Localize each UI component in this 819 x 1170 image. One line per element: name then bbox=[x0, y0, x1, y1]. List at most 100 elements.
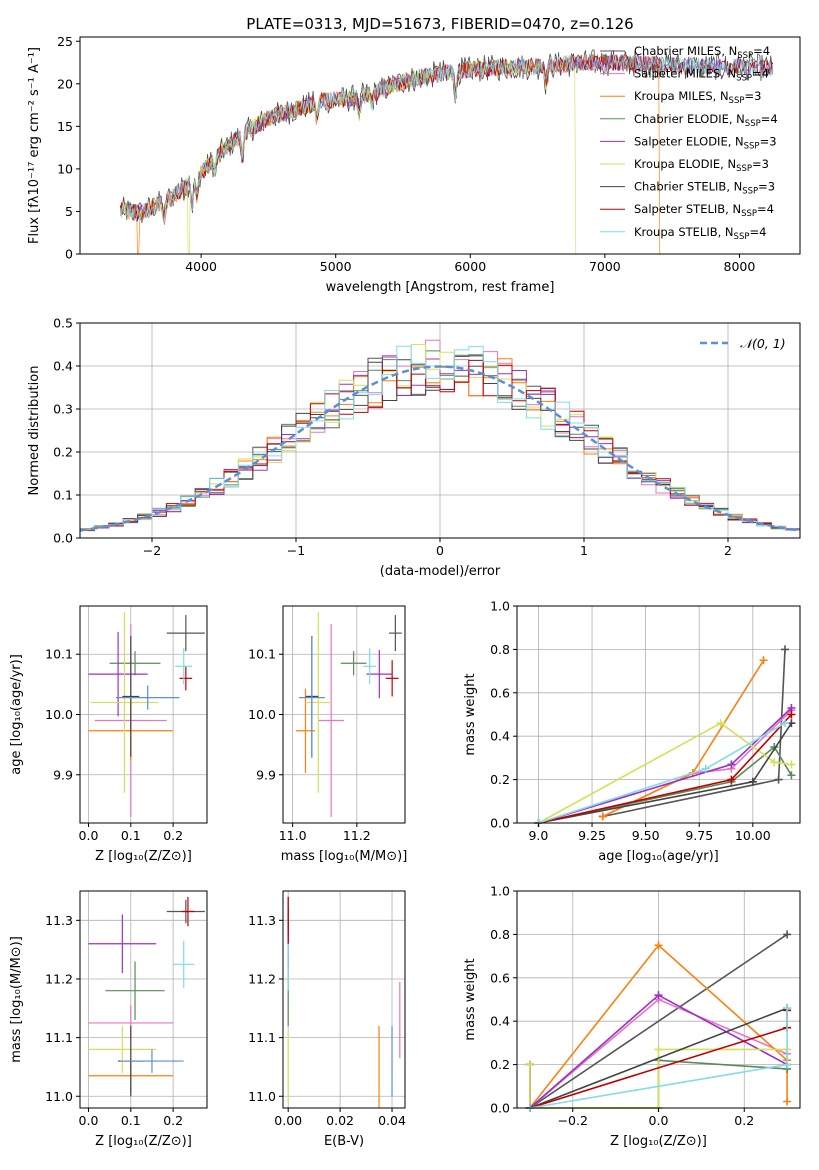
y-tick-label: 0.1 bbox=[53, 488, 73, 503]
x-tick-label: 11.0 bbox=[279, 828, 307, 843]
y-tick-label: 20 bbox=[57, 76, 73, 91]
y-tick-label: 10.0 bbox=[45, 707, 73, 722]
series-marker bbox=[780, 645, 789, 654]
y-tick-label: 0.0 bbox=[53, 531, 73, 546]
y-tick-label: 10.1 bbox=[45, 647, 73, 662]
errorbar-point bbox=[88, 631, 148, 717]
series-marker bbox=[748, 777, 757, 786]
x-axis-label: Z [log₁₀(Z/Z⊙)] bbox=[95, 849, 192, 864]
y-tick-label: 0.4 bbox=[490, 729, 510, 744]
chart-mass-vs-ebv: 0.00 0.02 0.04 11.0 11.1 11.2 11.3 E(B-V) bbox=[248, 890, 406, 1149]
y-tick-label: 0.8 bbox=[490, 642, 510, 657]
x-axis-label: wavelength [Angstrom, rest frame] bbox=[326, 280, 555, 295]
y-tick-label: 1.0 bbox=[490, 599, 510, 614]
histogram-step bbox=[79, 345, 800, 538]
y-tick-label: 11.1 bbox=[45, 1030, 73, 1045]
y-tick-label: 0.2 bbox=[490, 772, 510, 787]
spectrum-line bbox=[120, 55, 577, 255]
legend-entry: Salpeter STELIB, NSSP=4 bbox=[634, 202, 774, 219]
series-path bbox=[602, 649, 786, 818]
legend-entry: Salpeter ELODIE, NSSP=3 bbox=[634, 134, 777, 151]
series-marker bbox=[783, 930, 792, 939]
x-tick-label: −0.2 bbox=[558, 1113, 588, 1128]
x-tick-label: 9.50 bbox=[632, 828, 660, 843]
gaussian-curve bbox=[79, 365, 801, 532]
errorbar-point bbox=[363, 648, 377, 685]
series-marker bbox=[654, 1045, 663, 1054]
legend-entry: 𝒩(0, 1) bbox=[740, 336, 786, 351]
y-tick-label: 10.0 bbox=[248, 707, 276, 722]
series-marker bbox=[716, 719, 725, 728]
spectrum-line bbox=[120, 54, 661, 226]
x-tick-label: 7000 bbox=[589, 259, 621, 274]
chart-massweight-vs-z: −0.2 0.0 0.2 0.0 0.2 0.4 0.6 0.8 1.0 Z [log₁₀(Z/Z… bbox=[463, 884, 801, 1149]
series-marker bbox=[780, 719, 789, 728]
errorbar-point bbox=[122, 636, 140, 757]
series-path bbox=[538, 722, 792, 824]
x-tick-label: 0.02 bbox=[326, 1113, 354, 1128]
x-tick-label: 9.25 bbox=[578, 828, 606, 843]
legend: Chabrier MILES, NSSP=4 Salpeter MILES, NS… bbox=[600, 44, 778, 242]
errorbar-point bbox=[166, 615, 205, 652]
errorbar-point bbox=[305, 612, 332, 793]
figure-title: PLATE=0313, MJD=51673, FIBERID=0470, z=0… bbox=[246, 15, 633, 33]
x-tick-label: 0.2 bbox=[163, 828, 183, 843]
series-marker bbox=[783, 1097, 792, 1106]
chart-massweight-vs-age: 9.0 9.25 9.50 9.75 10.00 0.0 0.2 0.4 0.6 0.8 1.0 ag… bbox=[463, 599, 801, 864]
y-tick-label: 1.0 bbox=[490, 884, 510, 899]
errorbar-point bbox=[366, 650, 393, 699]
series-marker bbox=[654, 991, 663, 1000]
legend-entry: Chabrier MILES, NSSP=4 bbox=[634, 44, 770, 61]
errorbar-point bbox=[88, 1025, 157, 1073]
series-marker bbox=[783, 1004, 792, 1013]
x-axis-label: (data-model)/error bbox=[380, 564, 501, 579]
x-tick-label: 0.1 bbox=[121, 828, 141, 843]
y-tick-label: 0.6 bbox=[490, 685, 510, 700]
series-line bbox=[534, 703, 796, 827]
legend-entry: Chabrier STELIB, NSSP=3 bbox=[634, 180, 775, 197]
y-tick-label: 11.2 bbox=[45, 971, 73, 986]
x-tick-label: 0.0 bbox=[649, 1113, 669, 1128]
series-marker bbox=[783, 1060, 792, 1069]
axes-frame bbox=[282, 890, 406, 1109]
y-tick-label: 10.1 bbox=[248, 647, 276, 662]
axes-frame bbox=[79, 36, 801, 255]
spectrum-line bbox=[120, 54, 774, 222]
x-axis-label: E(B-V) bbox=[324, 1134, 364, 1149]
errorbar-point bbox=[88, 914, 157, 974]
series-path bbox=[538, 722, 786, 824]
y-tick-label: 0.6 bbox=[490, 970, 510, 985]
chart-age-vs-mass: 11.0 11.2 9.9 10.0 10.1 mass [log₁₀(M/M⊙)] bbox=[248, 605, 407, 864]
y-tick-label: 0.5 bbox=[53, 316, 73, 331]
x-tick-label: 0.00 bbox=[274, 1113, 302, 1128]
x-axis-label: age [log₁₀(age/yr)] bbox=[598, 849, 719, 864]
errorbar-point bbox=[385, 660, 399, 697]
x-tick-label: 0.0 bbox=[79, 1113, 99, 1128]
y-axis-label: mass weight bbox=[463, 673, 478, 755]
x-tick-label: 0.2 bbox=[163, 1113, 183, 1128]
errorbar-point bbox=[115, 685, 180, 710]
chart-spectrum: 4000 5000 6000 7000 8000 0 5 10 15 20 25 wavelength… bbox=[27, 34, 801, 295]
y-tick-label: 0 bbox=[65, 247, 73, 262]
x-tick-label: 2 bbox=[724, 543, 732, 558]
legend-entry: Chabrier ELODIE, NSSP=4 bbox=[634, 112, 778, 129]
x-tick-label: 9.0 bbox=[528, 828, 548, 843]
x-axis-label: Z [log₁₀(Z/Z⊙)] bbox=[610, 1134, 707, 1149]
x-tick-label: 6000 bbox=[454, 259, 486, 274]
x-tick-label: 1 bbox=[580, 543, 588, 558]
errorbar-point bbox=[181, 896, 195, 927]
y-tick-label: 0.0 bbox=[490, 1101, 510, 1116]
y-tick-label: 0.0 bbox=[490, 816, 510, 831]
series-path bbox=[602, 659, 765, 818]
series-path bbox=[602, 709, 792, 818]
series-path bbox=[538, 713, 792, 824]
errorbar-point bbox=[105, 961, 165, 1021]
series-path bbox=[529, 1007, 788, 1109]
errorbar-point bbox=[299, 637, 325, 758]
x-tick-label: 0.0 bbox=[79, 828, 99, 843]
errorbar-point bbox=[120, 1049, 184, 1073]
y-tick-label: 0.4 bbox=[490, 1014, 510, 1029]
errorbar-point bbox=[388, 615, 402, 652]
x-axis-label: Z [log₁₀(Z/Z⊙)] bbox=[95, 1134, 192, 1149]
